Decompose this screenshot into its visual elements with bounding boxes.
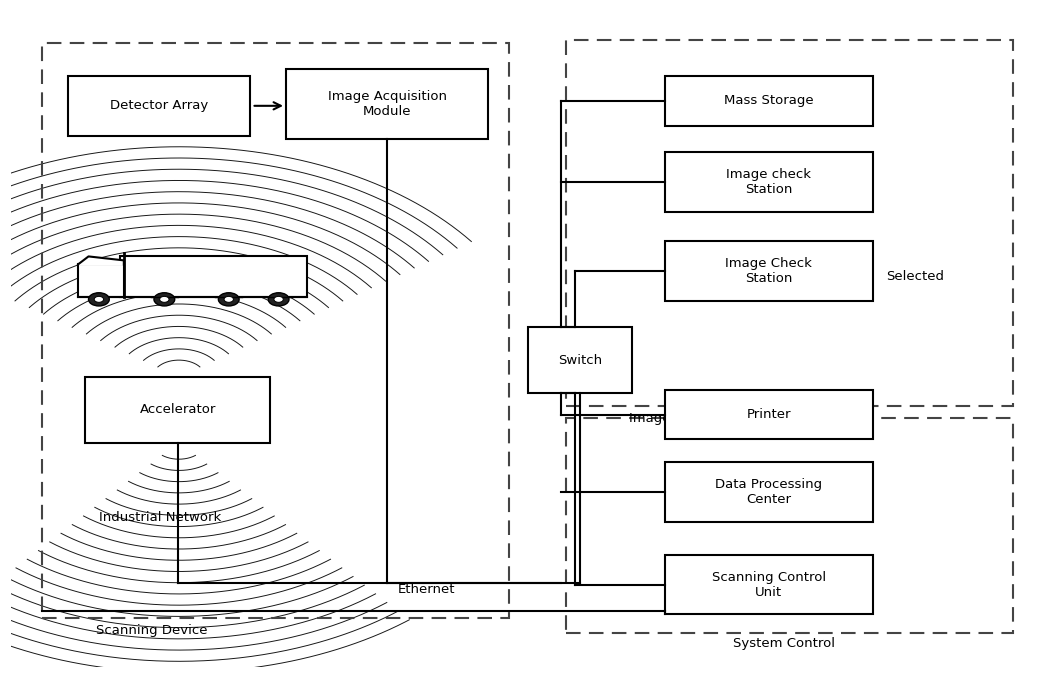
Text: Accelerator: Accelerator (140, 403, 216, 416)
Text: Detector Array: Detector Array (109, 99, 208, 113)
Circle shape (154, 293, 175, 306)
Circle shape (160, 297, 169, 303)
Bar (665, 462, 872, 522)
Text: Switch: Switch (558, 354, 602, 367)
Bar (566, 419, 1013, 633)
Circle shape (268, 293, 289, 306)
Bar (665, 152, 872, 212)
Text: Data Processing
Center: Data Processing Center (716, 479, 823, 506)
Bar (566, 40, 1013, 406)
Bar (68, 76, 249, 135)
Bar (78, 264, 124, 297)
Text: System Control: System Control (732, 638, 834, 650)
Text: Mass Storage: Mass Storage (724, 94, 814, 107)
Bar (665, 390, 872, 439)
Circle shape (273, 297, 283, 303)
Text: Selected: Selected (886, 270, 944, 282)
Circle shape (218, 293, 240, 306)
Text: Scanning Device: Scanning Device (95, 624, 208, 637)
Bar (665, 76, 872, 125)
Text: Image Acquisition
Module: Image Acquisition Module (328, 90, 446, 118)
Circle shape (94, 297, 104, 303)
Bar (120, 256, 306, 297)
Bar (665, 555, 872, 615)
Bar (286, 69, 489, 139)
Circle shape (89, 293, 109, 306)
Text: Image Check
Station: Image Check Station (725, 257, 812, 285)
Polygon shape (78, 256, 124, 264)
Text: Image check
Station: Image check Station (726, 168, 811, 195)
Text: Image Check: Image Check (629, 412, 716, 425)
Bar (41, 43, 509, 617)
Text: Printer: Printer (746, 408, 791, 421)
Text: Scanning Control
Unit: Scanning Control Unit (712, 571, 826, 599)
Text: Ethernet: Ethernet (399, 582, 456, 596)
Bar (86, 377, 270, 443)
Bar (665, 241, 872, 301)
Text: Industrial Network: Industrial Network (99, 511, 222, 524)
Circle shape (224, 297, 233, 303)
Bar (528, 327, 632, 393)
